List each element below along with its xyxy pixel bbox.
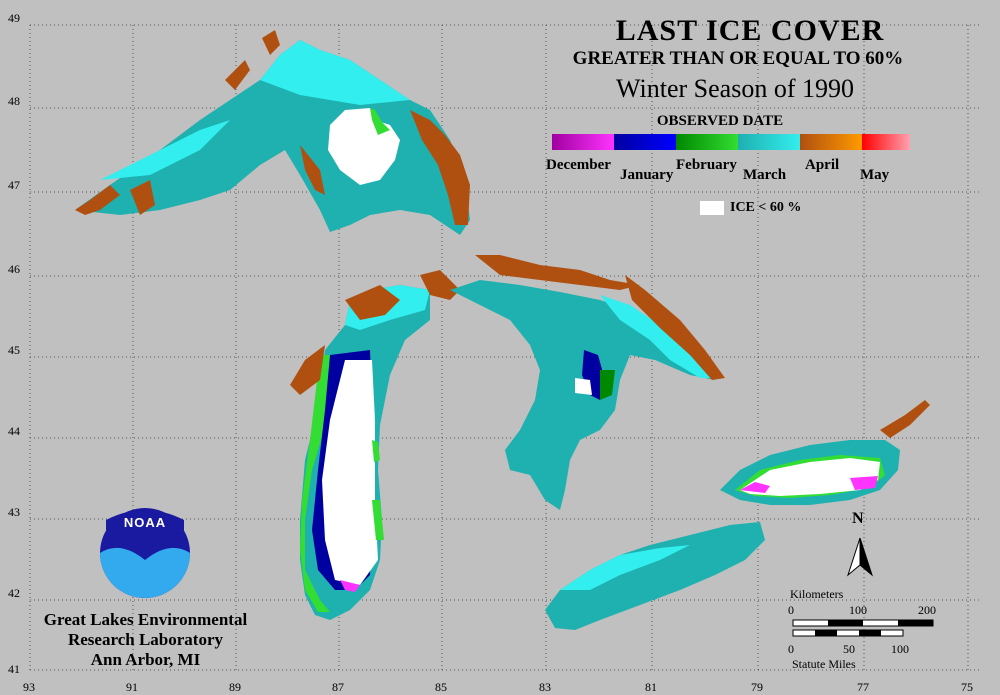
legend-swatch-december xyxy=(552,134,614,150)
scale-km-tick: 100 xyxy=(849,603,867,617)
organization-line: Great Lakes Environmental xyxy=(43,610,248,629)
legend-label-january: January xyxy=(620,167,674,183)
lat-label: 41 xyxy=(8,662,20,676)
lat-label: 45 xyxy=(8,343,20,357)
ice-swatch xyxy=(700,201,724,215)
lon-label: 93 xyxy=(23,680,35,694)
lon-label: 85 xyxy=(435,680,447,694)
legend-label-december: December xyxy=(546,157,611,173)
lat-label: 46 xyxy=(8,262,20,276)
legend-swatch-april xyxy=(800,134,862,150)
organization-line: Research Laboratory xyxy=(67,630,224,649)
ice-legend-label: ICE < 60 % xyxy=(730,200,802,215)
legend-label-may: May xyxy=(860,167,890,183)
scale-mi-tick: 100 xyxy=(891,642,909,656)
organization-block: Great Lakes Environmental Research Labor… xyxy=(18,610,273,670)
legend-label-february: February xyxy=(676,157,737,173)
lat-label: 48 xyxy=(8,94,20,108)
lon-label: 77 xyxy=(857,680,869,694)
ice-legend: ICE < 60 % xyxy=(700,200,801,216)
north-arrow-icon xyxy=(846,537,874,577)
lon-label: 87 xyxy=(332,680,344,694)
lake-huron xyxy=(450,255,725,510)
lon-label: 83 xyxy=(539,680,551,694)
legend-swatch-january xyxy=(614,134,676,150)
date-color-bar xyxy=(552,134,910,150)
legend-swatch-march xyxy=(738,134,800,150)
lat-label: 44 xyxy=(8,424,20,438)
scale-km-label: Kilometers xyxy=(790,587,844,601)
lake-ontario xyxy=(720,400,930,505)
legend-label-march: March xyxy=(743,167,787,183)
scale-mi-tick: 0 xyxy=(788,642,794,656)
lon-label: 75 xyxy=(961,680,973,694)
lon-label: 81 xyxy=(645,680,657,694)
legend-heading: OBSERVED DATE xyxy=(656,113,784,129)
lon-label: 91 xyxy=(126,680,138,694)
lon-label: 89 xyxy=(229,680,241,694)
lake-superior xyxy=(75,30,470,235)
lat-label: 49 xyxy=(8,11,20,25)
map-title: LAST ICE COVER xyxy=(615,14,885,47)
scale-km-tick: 0 xyxy=(788,603,794,617)
scale-mi-label: Statute Miles xyxy=(792,657,856,671)
lat-label: 47 xyxy=(8,178,20,192)
scale-mi-tick: 50 xyxy=(843,642,855,656)
lake-erie xyxy=(545,522,765,630)
lon-label: 79 xyxy=(751,680,763,694)
lat-label: 42 xyxy=(8,586,20,600)
north-label: N xyxy=(852,510,864,527)
lat-label: 43 xyxy=(8,505,20,519)
legend-swatch-february xyxy=(676,134,738,150)
organization-line: Ann Arbor, MI xyxy=(90,650,201,669)
map-subtitle: GREATER THAN OR EQUAL TO 60% xyxy=(572,48,904,69)
season-title: Winter Season of 1990 xyxy=(616,74,854,103)
legend-swatch-may xyxy=(862,134,910,150)
scale-km-tick: 200 xyxy=(918,603,936,617)
legend-label-april: April xyxy=(805,157,840,173)
noaa-logo xyxy=(100,508,190,598)
lake-michigan xyxy=(290,270,460,620)
scale-bar xyxy=(792,619,934,637)
noaa-logo-text: NOAA xyxy=(123,515,167,530)
